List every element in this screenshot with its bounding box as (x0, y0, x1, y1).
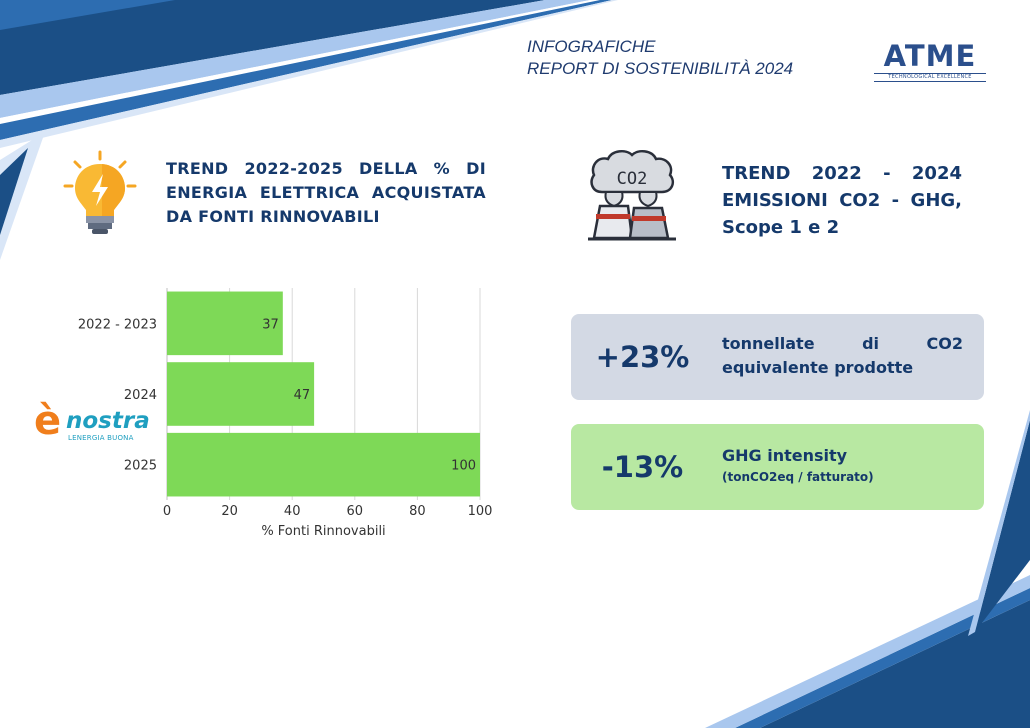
category-label: 2022 - 2023 (78, 317, 157, 332)
renewable-energy-title: TREND 2022-2025 DELLA % DI ENERGIA ELETT… (166, 159, 486, 226)
kpi-description: GHG intensity (722, 446, 848, 465)
co2-icon-label: CO2 (617, 169, 648, 189)
category-label: 2024 (124, 388, 157, 403)
bar-value-label: 100 (451, 459, 476, 474)
x-tick-label: 60 (347, 504, 364, 519)
bar (167, 362, 315, 426)
category-label: 2025 (124, 459, 157, 474)
nostra-logo: è nostra LENERGIA BUONA (34, 399, 150, 447)
nostra-mark: è (34, 398, 62, 444)
renewable-bar-chart: 37 2022 - 2023 47 2024 100 2025 0 20 40 60 80 100 % … (78, 288, 493, 539)
kpi-card-ghg-intensity: -13% GHG intensity (tonCO2eq / fatturato… (571, 424, 984, 510)
atme-logo: ATME TECHNOLOGICAL EXCELLENCE (874, 40, 986, 82)
lightbulb-icon (63, 150, 137, 234)
kpi-text: GHG intensity (tonCO2eq / fatturato) (722, 444, 963, 486)
kpi-text: tonnellate di CO2 equivalente prodotte (722, 332, 963, 380)
kpi-value: -13% (601, 450, 684, 484)
emissions-title: TREND 2022 - 2024 EMISSIONI CO2 - GHG, S… (722, 163, 962, 238)
bar (167, 432, 480, 497)
logo-sub-text: TECHNOLOGICAL EXCELLENCE (874, 73, 986, 82)
kpi-value: +23% (595, 340, 690, 374)
x-tick-label: 100 (468, 504, 493, 519)
header-line-2: REPORT DI SOSTENIBILITÀ 2024 (527, 59, 794, 78)
kpi-card-co2: +23% tonnellate di CO2 equivalente prodo… (571, 314, 984, 400)
nostra-tagline: LENERGIA BUONA (68, 434, 134, 442)
x-tick-label: 20 (221, 504, 238, 519)
kpi-description: tonnellate di CO2 equivalente prodotte (722, 334, 963, 377)
x-axis-label: % Fonti Rinnovabili (261, 524, 385, 539)
x-tick-label: 0 (163, 504, 171, 519)
x-tick-label: 40 (284, 504, 301, 519)
bar-value-label: 47 (294, 388, 311, 403)
kpi-subtext: (tonCO2eq / fatturato) (722, 470, 874, 484)
nostra-wordmark: nostra (66, 408, 150, 434)
bar (167, 291, 283, 356)
co2-factory-icon: CO2 (588, 150, 676, 241)
x-tick-label: 80 (409, 504, 426, 519)
report-header: INFOGRAFICHE REPORT DI SOSTENIBILITÀ 202… (527, 36, 793, 80)
header-line-1: INFOGRAFICHE (527, 37, 656, 56)
bar-value-label: 37 (262, 317, 279, 332)
logo-main-text: ATME (883, 39, 977, 73)
